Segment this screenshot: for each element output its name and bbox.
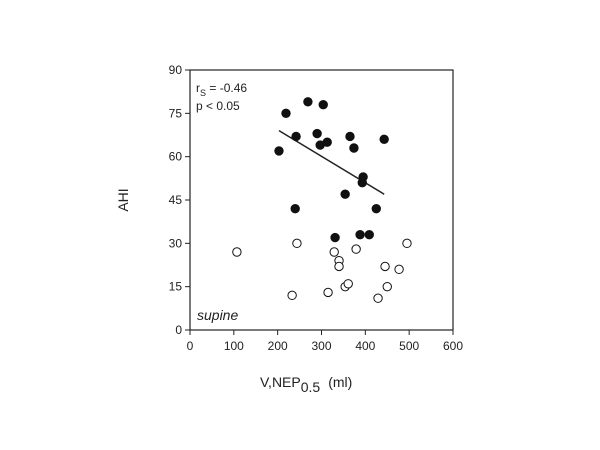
point [345,131,355,142]
stat-main: r [196,81,200,95]
point [232,247,242,257]
x-tick-label: 400 [355,339,375,353]
point [394,264,404,275]
y-tick-label: 75 [169,106,183,120]
y-tick-label: 45 [169,193,183,207]
point [322,137,332,147]
point [358,172,368,182]
point [303,97,313,107]
point [287,290,297,301]
x-tick-label: 0 [187,339,194,353]
point [323,287,333,298]
y-tick-label: 90 [169,63,183,77]
point [349,143,359,153]
point [355,229,365,240]
x-tick-label: 200 [268,339,288,353]
y-tick-label: 15 [169,280,183,294]
point [343,279,353,289]
point [379,134,389,145]
point [371,203,381,214]
point [330,232,340,243]
point [382,281,392,292]
x-tick-label: 600 [443,339,463,353]
point [290,203,300,214]
point [334,261,344,272]
x-label-unit: (ml) [328,374,352,390]
condition-annotation: supine [197,307,238,323]
x-label-sub: 0.5 [301,379,321,395]
point [380,261,390,272]
y-tick-label: 60 [169,150,183,164]
y-tick-label: 30 [169,236,183,250]
x-tick-label: 300 [311,339,331,353]
stat-rest: = -0.46 [206,81,247,95]
point [292,238,302,249]
point [402,238,412,249]
y-axis-label: AHI [115,188,131,211]
x-label-main: V,NEP [260,374,301,390]
x-tick-label: 500 [399,339,419,353]
point [274,146,284,156]
point [373,293,383,303]
x-axis-label: V,NEP0.5 (ml) [260,374,352,395]
point [364,229,374,240]
y-tick-label: 0 [175,323,182,337]
point [351,244,361,254]
stat-annotation: rS = -0.46 [196,81,247,98]
point [312,128,322,139]
point [281,108,291,119]
point [318,99,328,110]
point [291,131,301,142]
p-annotation: p < 0.05 [196,99,240,113]
point [329,247,339,257]
point [340,189,350,199]
stat-sub: S [200,88,206,98]
x-tick-label: 100 [224,339,244,353]
